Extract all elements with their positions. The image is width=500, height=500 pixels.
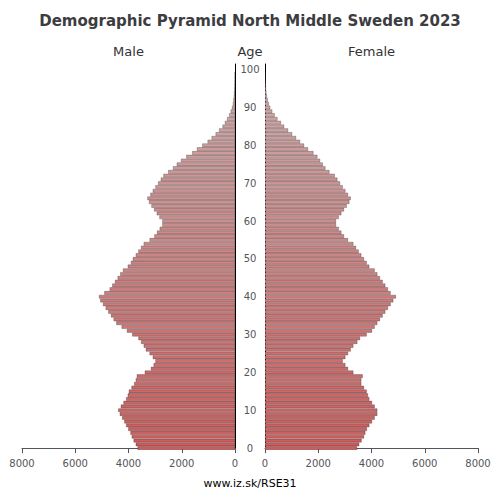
svg-text:0: 0 xyxy=(247,443,253,454)
svg-text:100: 100 xyxy=(240,64,259,75)
svg-text:6000: 6000 xyxy=(412,458,437,469)
svg-text:50: 50 xyxy=(244,253,257,264)
svg-text:0: 0 xyxy=(232,458,238,469)
svg-text:40: 40 xyxy=(244,291,257,302)
svg-text:Demographic Pyramid North Midd: Demographic Pyramid North Middle Sweden … xyxy=(39,12,461,30)
svg-text:10: 10 xyxy=(244,405,257,416)
svg-text:80: 80 xyxy=(244,140,257,151)
svg-text:90: 90 xyxy=(244,102,257,113)
svg-text:4000: 4000 xyxy=(359,458,384,469)
svg-text:6000: 6000 xyxy=(63,458,88,469)
svg-text:8000: 8000 xyxy=(9,458,34,469)
svg-text:70: 70 xyxy=(244,178,257,189)
svg-text:www.iz.sk/RSE31: www.iz.sk/RSE31 xyxy=(203,477,296,490)
svg-text:Age: Age xyxy=(237,44,262,59)
svg-text:Male: Male xyxy=(113,44,144,59)
svg-text:2000: 2000 xyxy=(169,458,194,469)
svg-text:0: 0 xyxy=(262,458,268,469)
svg-text:20: 20 xyxy=(244,367,257,378)
svg-text:Female: Female xyxy=(348,44,395,59)
svg-text:2000: 2000 xyxy=(306,458,331,469)
svg-text:60: 60 xyxy=(244,216,257,227)
svg-text:4000: 4000 xyxy=(116,458,141,469)
svg-text:30: 30 xyxy=(244,329,257,340)
svg-text:8000: 8000 xyxy=(465,458,490,469)
